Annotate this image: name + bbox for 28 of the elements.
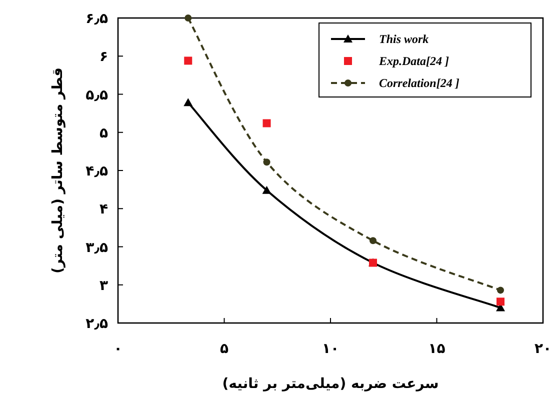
y-tick-label: ۵٫۵	[86, 87, 108, 104]
y-tick-label: ۳	[99, 278, 108, 294]
x-tick-label: ۲۰	[534, 341, 552, 357]
point	[184, 98, 193, 106]
y-tick-label: ۴	[99, 202, 108, 218]
x-tick-label: ۱۵	[428, 341, 446, 357]
y-tick-label: ۳٫۵	[86, 240, 108, 256]
point	[184, 14, 192, 22]
x-axis-title: سرعت ضربه (میلی‌متر بر ثانیه)	[222, 376, 439, 392]
legend-label: This work	[379, 32, 429, 46]
point	[262, 119, 271, 128]
x-tick-label: ۱۰	[322, 341, 340, 357]
y-tick-label: ۶٫۵	[86, 11, 108, 27]
point	[262, 186, 272, 194]
y-tick-label: ۴٫۵	[86, 164, 108, 180]
legend-label: Exp.Data[24 ]	[378, 54, 449, 68]
x-tick-label: ۰	[114, 341, 122, 357]
point	[263, 158, 270, 166]
point	[496, 298, 504, 306]
y-tick-label: ۵	[99, 125, 108, 142]
y-tick-label: ۲٫۵	[86, 316, 108, 332]
legend-label: Correlation[24 ]	[379, 76, 460, 90]
y-tick-label: ۶	[99, 49, 108, 66]
point	[370, 237, 376, 244]
y-axis-title: قطر متوسط ساتر (میلی متر)	[50, 67, 66, 274]
x-tick-label: ۵	[220, 341, 229, 357]
point	[497, 286, 504, 294]
point	[184, 56, 192, 65]
